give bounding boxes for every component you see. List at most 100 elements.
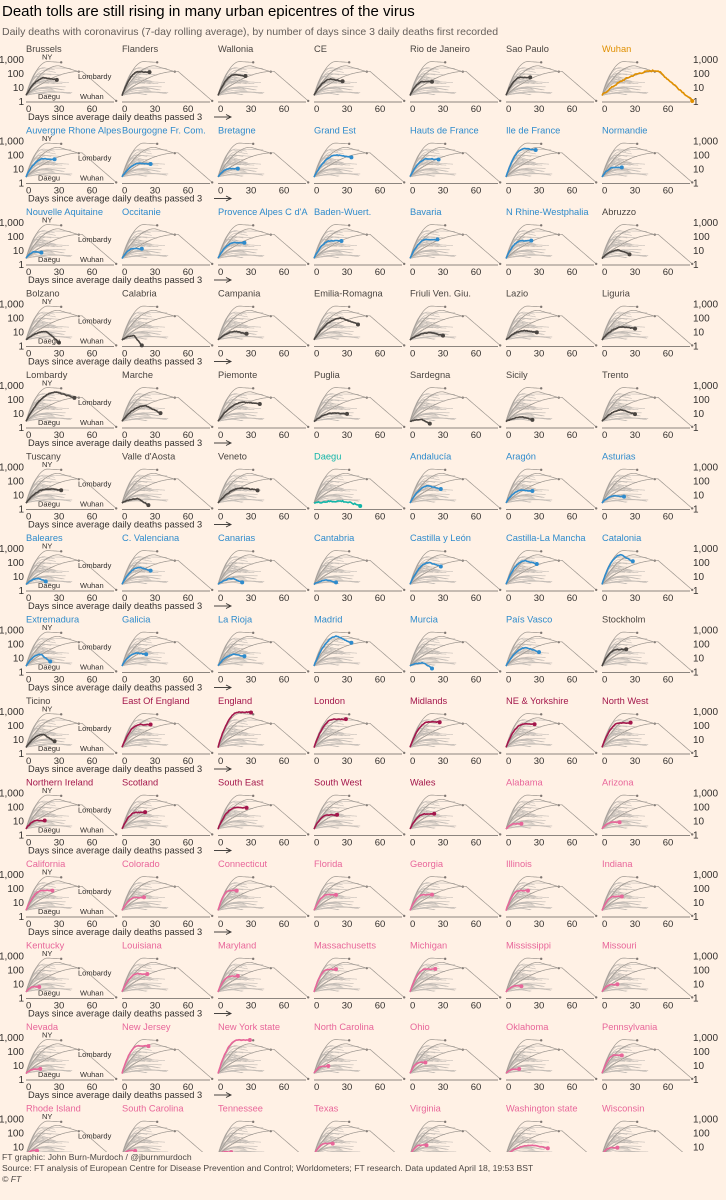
reference-line <box>601 309 655 341</box>
series-end-dot <box>334 892 338 897</box>
arrow-head-icon <box>225 766 233 772</box>
reference-end-dot <box>540 305 543 309</box>
background-line <box>25 475 51 503</box>
background-line <box>601 720 627 748</box>
reference-end-dot <box>595 507 598 510</box>
x-tick-label: 60 <box>375 267 386 278</box>
background-line <box>219 1139 247 1152</box>
background-line <box>601 570 645 585</box>
reference-end-dot <box>636 713 639 716</box>
x-tick-label: 60 <box>663 593 674 604</box>
background-line <box>25 989 52 993</box>
background-line <box>25 312 51 340</box>
background-line <box>409 738 450 748</box>
x-tick-label: 0 <box>314 186 319 197</box>
background-line <box>409 575 450 585</box>
reference-line <box>409 387 446 422</box>
x-tick-label: 30 <box>534 593 545 604</box>
reference-line <box>25 305 62 341</box>
background-line <box>121 986 151 993</box>
x-tick-label: 60 <box>567 675 578 686</box>
x-tick-label: 0 <box>410 1001 415 1012</box>
reference-line <box>315 1124 367 1152</box>
panel-title: NE & Yorkshire <box>506 696 569 706</box>
reference-line <box>604 1130 684 1152</box>
background-line <box>505 70 536 96</box>
series-line <box>313 412 348 423</box>
reference-line <box>25 478 117 509</box>
background-line <box>217 570 261 585</box>
panel-title: Nouvelle Aquitaine <box>26 207 103 217</box>
series-end-dot <box>433 966 438 971</box>
series-line <box>313 1065 329 1074</box>
x-tick-label: 60 <box>183 1001 194 1012</box>
background-line <box>601 651 645 667</box>
x-tick-label: 60 <box>471 1001 482 1012</box>
reference-end-dot <box>348 794 351 798</box>
background-line <box>313 651 357 667</box>
reference-line <box>121 880 175 911</box>
reference-label: Daegu <box>38 500 60 509</box>
reference-line <box>505 967 597 998</box>
y-tick-label: 10 <box>13 246 25 257</box>
x-tick-label: 0 <box>218 349 223 360</box>
y-tick-label: 1,000 <box>693 952 718 963</box>
background-line <box>217 90 247 96</box>
reference-line <box>217 631 254 667</box>
background-line <box>601 1046 627 1074</box>
background-line <box>601 966 632 993</box>
x-tick-label: 30 <box>150 267 161 278</box>
background-line <box>313 68 339 96</box>
background-line <box>217 901 258 911</box>
x-tick-label: 30 <box>630 675 641 686</box>
reference-line <box>601 224 638 259</box>
background-line <box>217 1048 248 1074</box>
x-tick-label: 60 <box>279 838 290 849</box>
reference-end-dot <box>595 833 598 836</box>
reference-line <box>505 309 559 341</box>
reference-line <box>601 641 693 672</box>
reference-end-dot <box>595 262 598 266</box>
background-line <box>409 579 439 585</box>
x-tick-label: 60 <box>183 756 194 767</box>
x-tick-label: 0 <box>218 512 223 523</box>
background-line <box>217 477 248 504</box>
background-line <box>217 416 247 422</box>
reference-line <box>25 224 62 259</box>
background-line <box>217 823 247 830</box>
background-line <box>607 1149 631 1152</box>
background-line <box>121 656 162 667</box>
background-line <box>601 575 642 585</box>
background-line <box>121 660 151 667</box>
x-tick-label: 0 <box>26 267 31 278</box>
reference-line <box>313 468 350 504</box>
reference-end-dot <box>115 588 118 592</box>
series-line <box>409 485 442 504</box>
background-line <box>601 256 628 259</box>
reference-label: Daegu <box>38 989 60 998</box>
background-line <box>217 68 243 96</box>
x-tick-label: 30 <box>534 1082 545 1093</box>
background-line <box>409 90 439 96</box>
reference-line <box>121 309 175 341</box>
reference-line <box>313 967 405 998</box>
x-tick-label: 0 <box>26 430 31 441</box>
series-end-dot <box>139 246 144 251</box>
reference-line <box>505 70 597 102</box>
x-tick-label: 0 <box>506 675 511 686</box>
background-line <box>217 171 247 178</box>
series-line <box>25 819 45 830</box>
reference-line <box>505 880 559 911</box>
reference-end-dot <box>252 61 255 64</box>
panel-title: Daegu <box>314 452 341 462</box>
background-line <box>505 738 546 748</box>
y-tick-label: 1 <box>693 586 699 597</box>
y-tick-label: 100 <box>693 232 710 243</box>
background-line <box>121 742 151 748</box>
x-tick-label: 60 <box>471 756 482 767</box>
reference-end-dot <box>60 305 63 309</box>
series-line <box>121 404 161 422</box>
